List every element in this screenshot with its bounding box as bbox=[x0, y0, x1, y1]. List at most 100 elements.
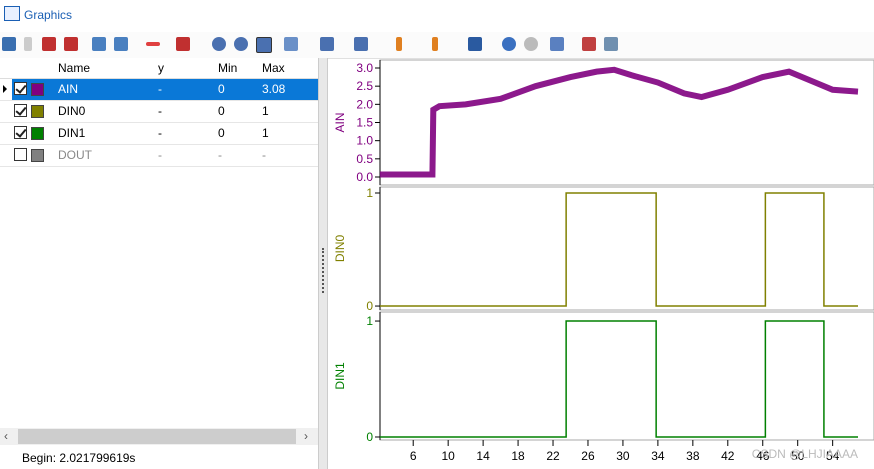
window-title: Graphics bbox=[24, 8, 73, 22]
color-swatch bbox=[31, 127, 44, 140]
column-header: Name bbox=[58, 61, 91, 75]
table-cell: DOUT bbox=[58, 148, 92, 162]
toolbar-button[interactable] bbox=[64, 37, 78, 51]
toolbar-button[interactable] bbox=[432, 37, 438, 51]
x-tick-label: 10 bbox=[441, 449, 455, 463]
table-row: DIN0 - 0 1 bbox=[0, 101, 318, 123]
table-cell: AIN bbox=[58, 82, 79, 96]
toolbar-button[interactable] bbox=[234, 37, 248, 51]
plot-panel bbox=[379, 186, 874, 311]
toolbar-button[interactable] bbox=[354, 37, 368, 51]
x-tick-label: 22 bbox=[546, 449, 560, 463]
y-tick-label: 0.0 bbox=[356, 170, 373, 184]
check-mark bbox=[15, 104, 27, 116]
signal-line bbox=[380, 66, 859, 178]
horizontal-scrollbar[interactable]: ‹ › bbox=[0, 428, 318, 445]
table-row: DOUT - - - bbox=[0, 145, 318, 167]
y-tick-label: 3.0 bbox=[356, 61, 373, 75]
table-cell: - bbox=[158, 126, 162, 140]
splitter-grip bbox=[322, 248, 326, 293]
x-tick-label: 50 bbox=[791, 449, 805, 463]
toolbar-button[interactable] bbox=[524, 37, 538, 51]
window-icon bbox=[4, 6, 20, 21]
selection bbox=[12, 79, 318, 100]
toolbar-button[interactable] bbox=[502, 37, 516, 51]
toolbar-button[interactable] bbox=[284, 37, 298, 51]
x-tick-label: 30 bbox=[616, 449, 630, 463]
x-tick-label: 42 bbox=[721, 449, 735, 463]
table-cell: 1 bbox=[262, 126, 269, 140]
toolbar-button[interactable] bbox=[92, 37, 106, 51]
table-header bbox=[0, 58, 318, 79]
column-header: Max bbox=[262, 61, 285, 75]
scroll-thumb[interactable] bbox=[18, 429, 296, 444]
scroll-left[interactable]: ‹ bbox=[4, 429, 8, 443]
y-tick-label: 0 bbox=[366, 430, 373, 444]
checkbox[interactable] bbox=[14, 104, 27, 117]
table-cell: 1 bbox=[262, 104, 269, 118]
x-tick-label: 18 bbox=[511, 449, 525, 463]
table-row: AIN - 0 3.08 bbox=[0, 79, 318, 101]
table-cell: 0 bbox=[218, 82, 225, 96]
y-tick-label: 1 bbox=[366, 186, 373, 200]
toolbar-button[interactable] bbox=[176, 37, 190, 51]
toolbar bbox=[0, 32, 874, 59]
toolbar-button[interactable] bbox=[256, 37, 272, 53]
toolbar-button[interactable] bbox=[396, 37, 402, 51]
table-cell: - bbox=[262, 148, 266, 162]
table-cell: 3.08 bbox=[262, 82, 286, 96]
plot-panel bbox=[379, 311, 874, 441]
toolbar-button[interactable] bbox=[320, 37, 334, 51]
column-header: y bbox=[158, 61, 164, 75]
checkbox[interactable] bbox=[14, 126, 27, 139]
y-tick-label: 1.5 bbox=[356, 116, 373, 130]
checkbox[interactable] bbox=[14, 148, 27, 161]
toolbar-button[interactable] bbox=[24, 37, 32, 51]
y-tick-label: 2.0 bbox=[356, 97, 373, 111]
table-cell: - bbox=[158, 104, 162, 118]
toolbar-button[interactable] bbox=[114, 37, 128, 51]
begin-time: Begin: 2.021799619s bbox=[22, 451, 136, 465]
x-tick-label: 38 bbox=[686, 449, 700, 463]
toolbar-button[interactable] bbox=[146, 42, 160, 46]
toolbar-button[interactable] bbox=[604, 37, 618, 51]
table-cell: 0 bbox=[218, 126, 225, 140]
x-tick-label: 6 bbox=[410, 449, 417, 463]
x-tick-label: 26 bbox=[581, 449, 595, 463]
y-tick-label: 1 bbox=[366, 314, 373, 328]
y-tick-label: 0 bbox=[366, 299, 373, 313]
x-tick-label: 46 bbox=[756, 449, 770, 463]
y-tick-label: 0.5 bbox=[356, 152, 373, 166]
check-mark bbox=[15, 126, 27, 138]
table-cell: - bbox=[218, 148, 222, 162]
scroll-right[interactable]: › bbox=[304, 429, 308, 443]
y-axis-label: DIN1 bbox=[333, 362, 347, 390]
toolbar-button[interactable] bbox=[2, 37, 16, 51]
toolbar-button[interactable] bbox=[550, 37, 564, 51]
table-cell: 0 bbox=[218, 104, 225, 118]
toolbar-button[interactable] bbox=[582, 37, 596, 51]
row-marker bbox=[3, 85, 7, 93]
signal-line bbox=[380, 192, 858, 307]
toolbar-button[interactable] bbox=[42, 37, 56, 51]
x-tick-label: 54 bbox=[826, 449, 840, 463]
color-swatch bbox=[31, 83, 44, 96]
table-cell: - bbox=[158, 82, 162, 96]
table-cell: - bbox=[158, 148, 162, 162]
splitter[interactable] bbox=[318, 58, 328, 469]
y-axis-label: AIN bbox=[333, 112, 347, 132]
toolbar-button[interactable] bbox=[468, 37, 482, 51]
signal-line bbox=[380, 320, 858, 438]
x-tick-label: 34 bbox=[651, 449, 665, 463]
x-tick-label: 14 bbox=[476, 449, 490, 463]
y-tick-label: 2.5 bbox=[356, 79, 373, 93]
watermark: CSDN @LHJIAAAA bbox=[752, 447, 858, 461]
checkbox[interactable] bbox=[14, 82, 27, 95]
color-swatch bbox=[31, 105, 44, 118]
channel-panel: Name y Min Max AIN - 0 3.08 DIN0 - 0 1 DIN1 - 0 1 DOUT - -… bbox=[0, 58, 318, 469]
y-axis-label: DIN0 bbox=[333, 235, 347, 263]
toolbar-button[interactable] bbox=[212, 37, 226, 51]
color-swatch bbox=[31, 149, 44, 162]
